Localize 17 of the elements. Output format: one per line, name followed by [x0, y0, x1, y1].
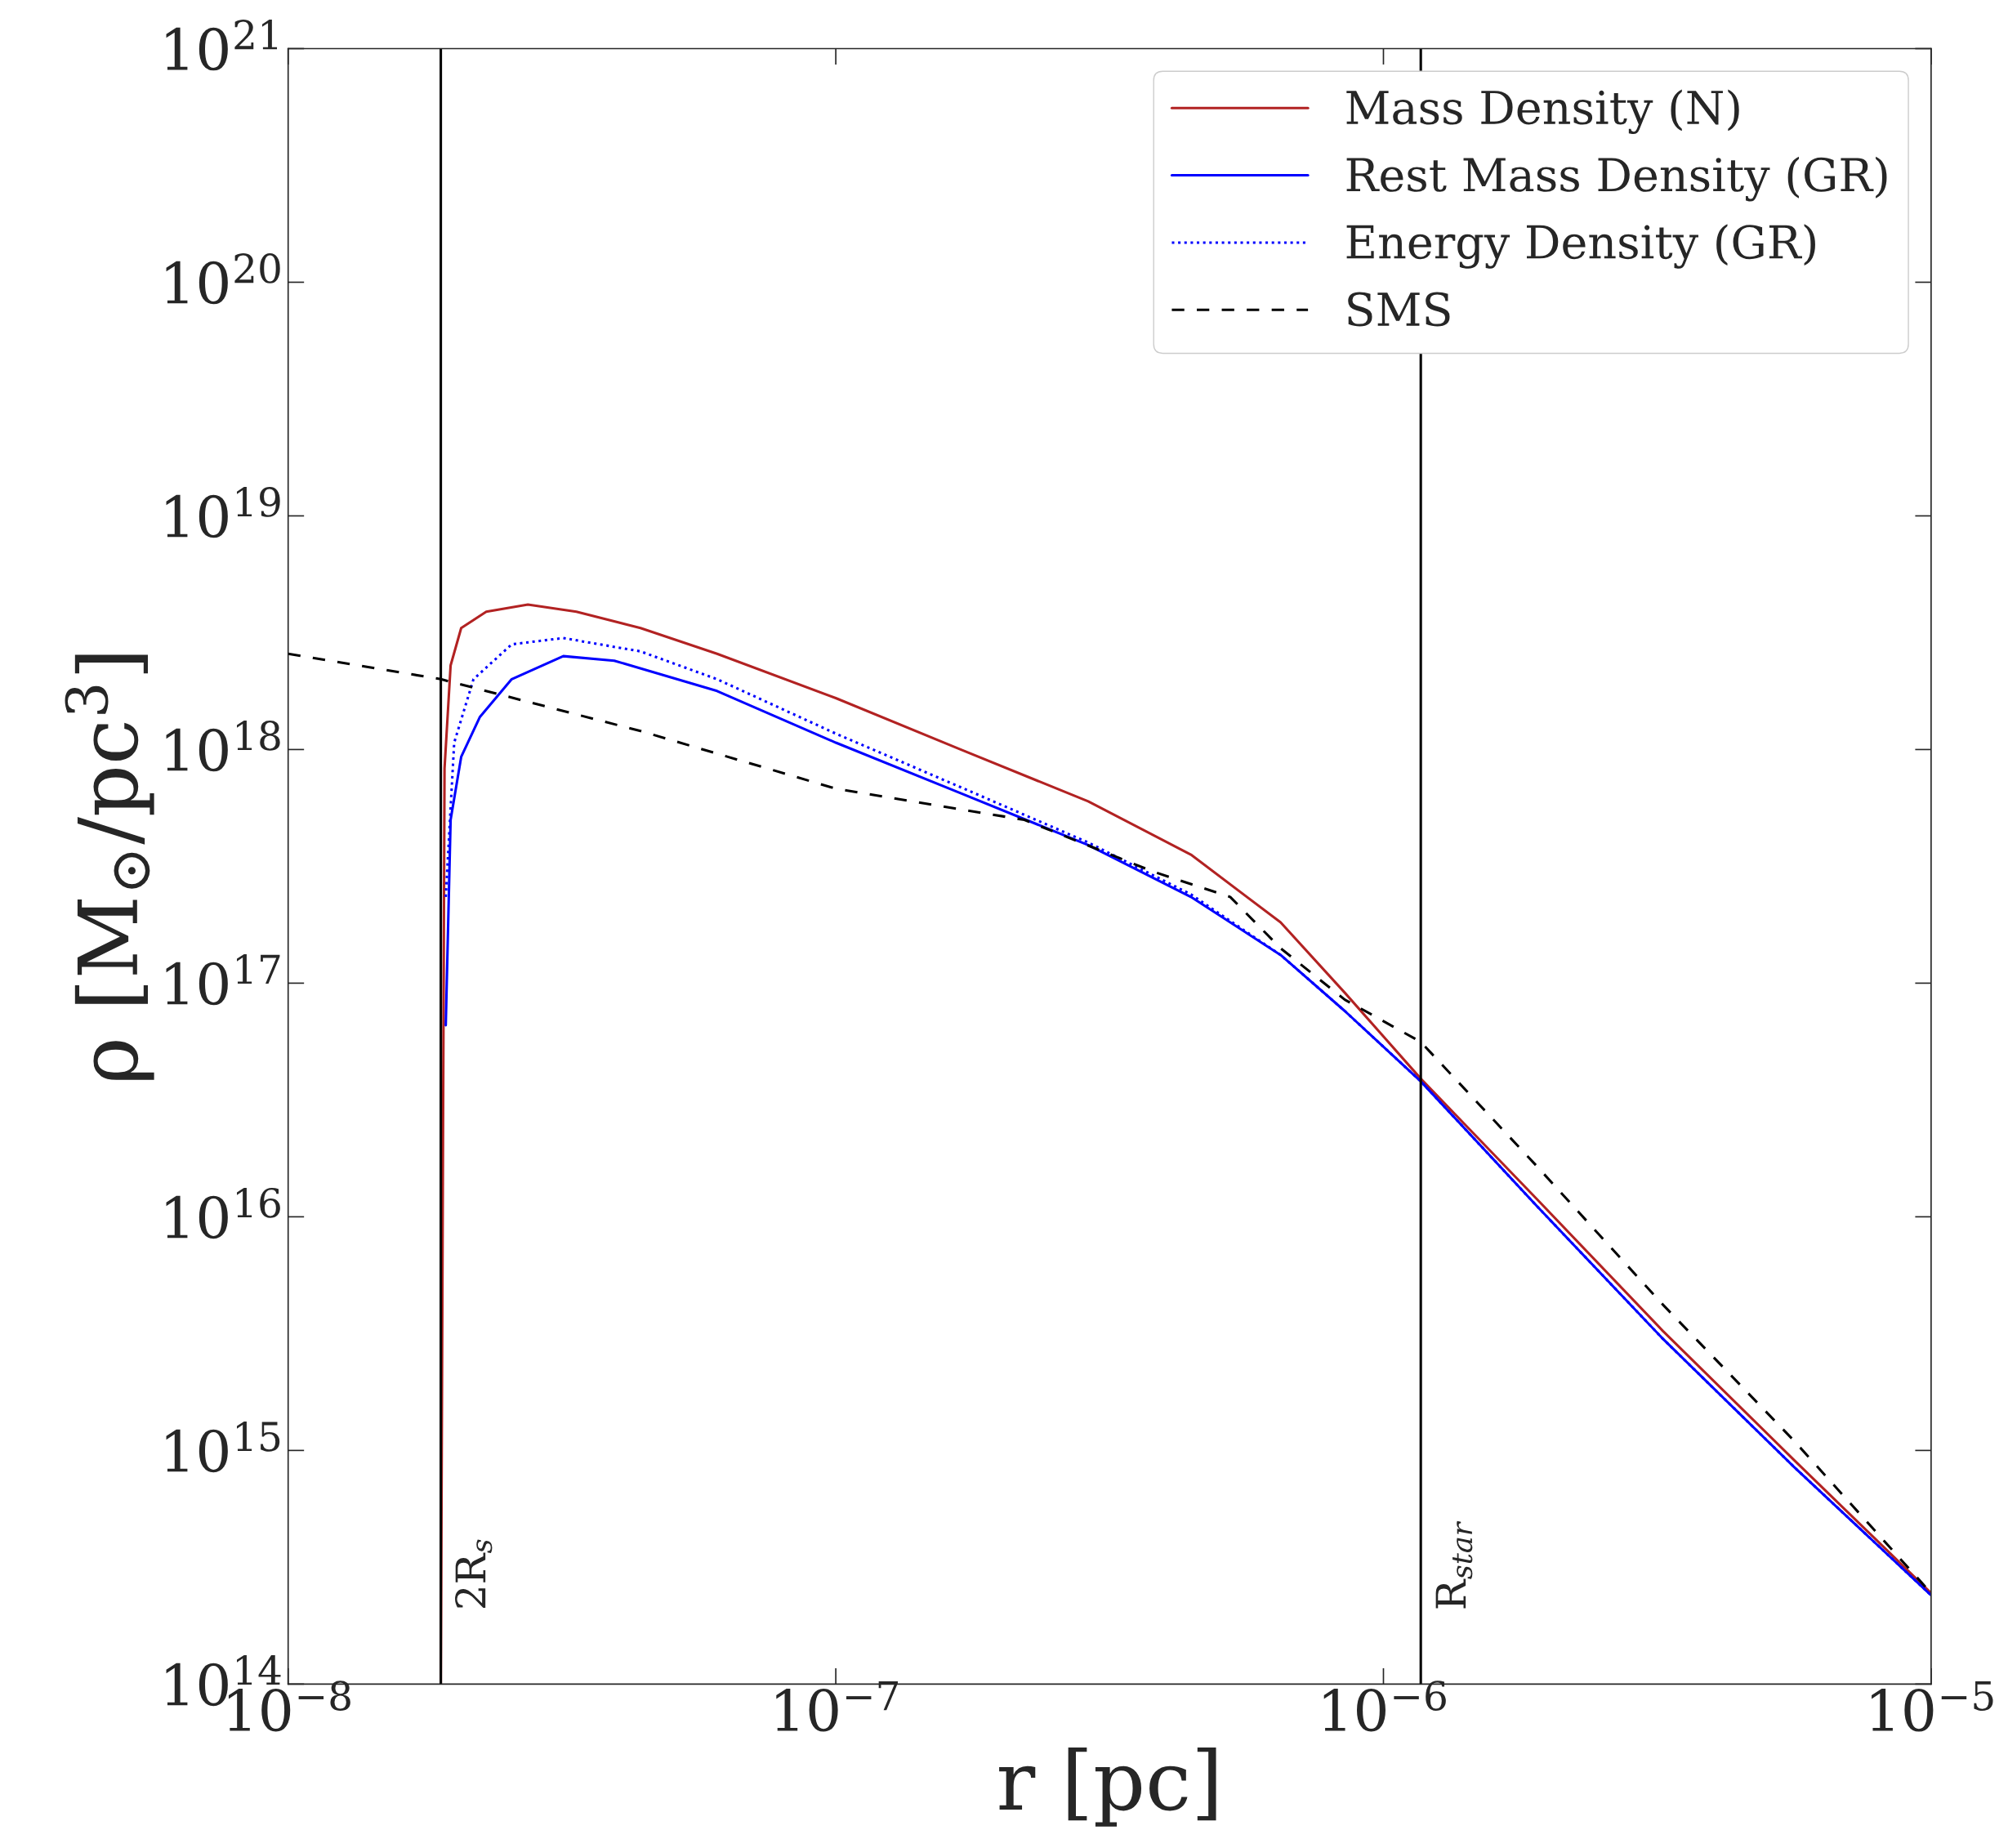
legend-label: Rest Mass Density (GR) [1346, 156, 1887, 202]
x-axis-title: r [pc] [999, 1747, 1216, 1827]
y-tick-label: 10$^{18}$ [166, 721, 280, 772]
legend-label: Energy Density (GR) [1346, 224, 1815, 269]
y-tick-label: 10$^{19}$ [166, 487, 280, 538]
y-tick-label: 10$^{17}$ [166, 953, 280, 1006]
x-tick-label: 10$^{−6}$ [1323, 1681, 1446, 1732]
legend-label: Mass Density (N) [1346, 89, 1739, 135]
y-tick-label: 10$^{20}$ [166, 253, 280, 305]
y-tick-label: 10$^{16}$ [166, 1187, 280, 1239]
ref-line-label: R$_{star}$ [1435, 1520, 1473, 1609]
y-tick-label: 10$^{21}$ [166, 20, 278, 71]
y-axis-title: ρ [M$_{⊙}$/pc$^{3}$] [65, 654, 154, 1080]
y-tick-label: 10$^{15}$ [166, 1421, 280, 1473]
ref-line-label: 2R$_{s}$ [455, 1539, 493, 1608]
x-tick-label: 10$^{−5}$ [1872, 1681, 1993, 1732]
legend-label: SMS [1348, 292, 1450, 327]
